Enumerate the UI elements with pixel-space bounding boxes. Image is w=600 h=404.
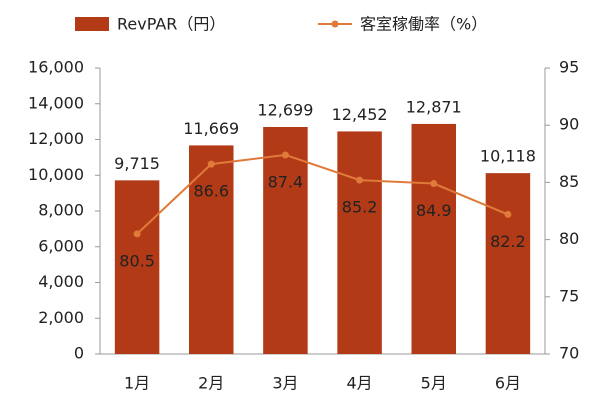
point-label: 87.4 — [268, 172, 304, 191]
bar-label: 9,715 — [114, 154, 160, 173]
x-tick-label: 2月 — [198, 374, 224, 393]
legend-label: 客室稼働率（%） — [360, 15, 487, 34]
y2-tick-label: 95 — [559, 58, 579, 77]
y-tick-label: 16,000 — [28, 58, 84, 77]
y-tick-label: 0 — [74, 344, 84, 363]
point — [281, 151, 289, 159]
bar-label: 12,699 — [257, 101, 313, 120]
x-tick-label: 5月 — [421, 374, 447, 393]
x-tick-label: 3月 — [272, 374, 298, 393]
bar — [411, 123, 456, 354]
point-label: 82.2 — [490, 232, 526, 251]
y-tick-label: 8,000 — [38, 201, 84, 220]
point — [356, 176, 364, 184]
x-tick-label: 4月 — [346, 374, 372, 393]
y-tick-label: 6,000 — [38, 236, 84, 255]
legend-swatch — [331, 20, 339, 28]
point — [133, 230, 141, 238]
bar — [337, 131, 382, 354]
point-label: 85.2 — [342, 198, 378, 217]
y-tick-label: 12,000 — [28, 129, 84, 148]
legend-label: RevPAR（円） — [117, 15, 225, 34]
y-tick-label: 10,000 — [28, 165, 84, 184]
y2-tick-label: 70 — [559, 344, 579, 363]
bar — [485, 173, 531, 354]
bar-label: 12,871 — [406, 97, 462, 116]
x-tick-label: 6月 — [495, 374, 521, 393]
point-label: 80.5 — [119, 251, 155, 270]
bar-label: 12,452 — [332, 105, 388, 124]
y-tick-label: 14,000 — [28, 93, 84, 112]
y2-tick-label: 90 — [559, 115, 579, 134]
line — [136, 153, 509, 235]
bar — [263, 127, 308, 355]
point — [430, 180, 438, 188]
point — [207, 160, 215, 168]
y2-tick-label: 80 — [559, 229, 579, 248]
bar — [189, 145, 234, 354]
y-tick-label: 4,000 — [38, 272, 84, 291]
bar-label: 11,669 — [183, 119, 239, 138]
y-tick-label: 2,000 — [38, 308, 84, 327]
bar — [114, 180, 160, 354]
point-label: 84.9 — [416, 201, 452, 220]
legend-swatch — [75, 17, 109, 31]
y2-tick-label: 85 — [559, 172, 579, 191]
y2-tick-label: 75 — [559, 286, 579, 305]
point-label: 86.6 — [193, 182, 229, 201]
x-tick-label: 1月 — [124, 374, 150, 393]
point — [504, 210, 512, 218]
bar-label: 10,118 — [480, 147, 536, 166]
